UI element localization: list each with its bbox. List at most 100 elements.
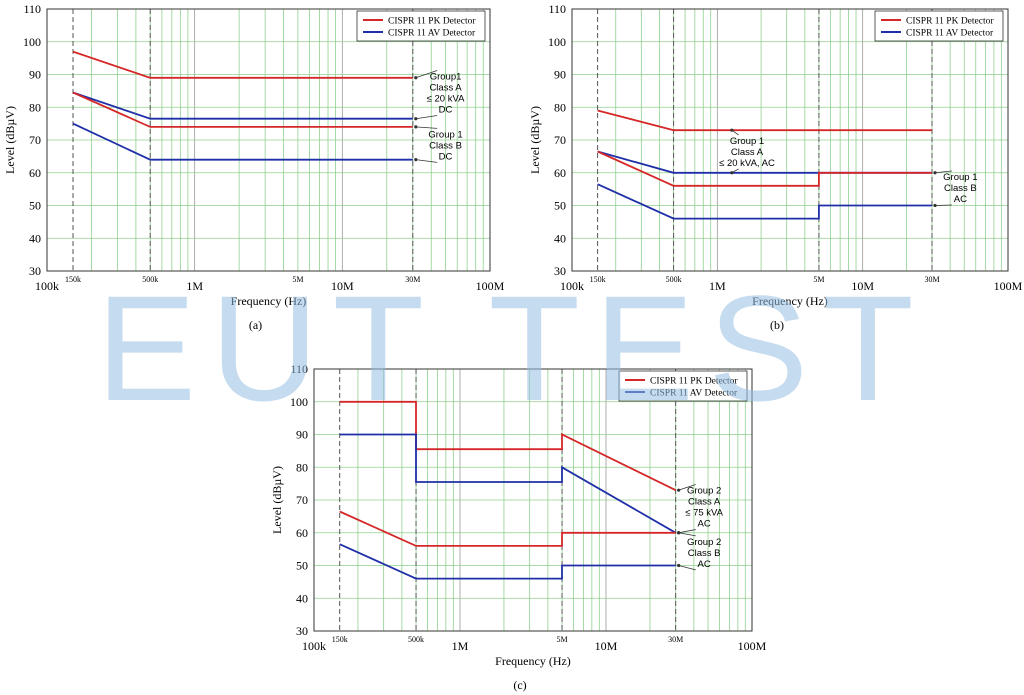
y-tick-label: 70	[296, 493, 308, 507]
plot-frame	[571, 8, 1009, 272]
annotation-text: Class B	[429, 140, 462, 151]
legend-label: CISPR 11 PK Detector	[906, 17, 994, 27]
annotation-arrowhead	[414, 76, 418, 80]
legend-label: CISPR 11 PK Detector	[388, 17, 476, 27]
annotation-text: Class A	[688, 497, 721, 508]
annotation-text: Group 1	[943, 172, 977, 183]
y-tick-label: 100	[23, 35, 41, 49]
legend-label: CISPR 11 AV Detector	[388, 29, 476, 39]
legend-label: CISPR 11 PK Detector	[650, 377, 738, 387]
series-line-av	[339, 543, 676, 580]
marker-label: 150k	[590, 275, 606, 284]
y-tick-label: 110	[23, 2, 41, 16]
annotation-arrowhead	[730, 171, 734, 175]
annotation-arrowhead	[933, 171, 937, 175]
y-tick-label: 70	[554, 133, 566, 147]
series-line-pk	[597, 150, 932, 187]
annotation-text: AC	[698, 519, 711, 530]
series-line-av	[72, 122, 413, 161]
x-axis-label: Frequency (Hz)	[752, 294, 828, 308]
annotation-text: Group1	[430, 72, 462, 83]
series-line-pk	[597, 109, 932, 132]
figure-caption: (b)	[770, 318, 784, 332]
annotation-arrow	[678, 565, 696, 571]
marker-label: 150k	[65, 275, 81, 284]
x-tick-label: 100M	[994, 279, 1023, 293]
legend	[356, 10, 486, 42]
marker-label: 150k	[332, 635, 348, 644]
chart-b: 30 40 50 60 70 80 90 100 110 100k 1M 10M 100M 150k 500…	[528, 2, 1023, 332]
annotation-text: AC	[954, 194, 967, 205]
plot-frame	[313, 368, 753, 632]
annotation-arrow	[415, 70, 438, 79]
legend-label: CISPR 11 AV Detector	[906, 29, 994, 39]
y-tick-label: 80	[296, 460, 308, 474]
annotation-text: ≤ 20 kVA	[427, 94, 465, 105]
marker-label: 5M	[292, 275, 303, 284]
y-tick-label: 110	[290, 362, 308, 376]
annotation-text: DC	[439, 105, 453, 116]
series-line-av	[339, 433, 677, 534]
y-tick-label: 40	[554, 231, 566, 245]
y-axis-label: Level (dBµV)	[3, 106, 17, 174]
chart-c: 30 40 50 60 70 80 90 100 110 100k 1M 10M 100M 150k 500…	[270, 362, 767, 692]
y-tick-label: 90	[29, 68, 41, 82]
series-line-av	[597, 183, 932, 220]
chart-a: 30 40 50 60 70 80 90 100 110 100k 1M 10M 100M 150k 500…	[3, 2, 505, 332]
series-line-pk	[72, 50, 413, 79]
y-tick-label: 60	[29, 166, 41, 180]
annotation-arrow	[934, 204, 952, 206]
x-tick-label: 100M	[476, 279, 505, 293]
x-tick-label: 100k	[35, 279, 59, 293]
x-axis-label: Frequency (Hz)	[231, 294, 307, 308]
legend	[874, 10, 1004, 42]
y-tick-label: 80	[29, 100, 41, 114]
y-tick-label: 30	[554, 264, 566, 278]
annotation-text: Group 1	[730, 136, 764, 147]
annotation-text: AC	[698, 559, 711, 570]
annotation-arrowhead	[677, 563, 681, 568]
y-axis-label: Level (dBµV)	[270, 466, 284, 534]
marker-label: 500k	[408, 635, 424, 644]
annotation-arrowhead	[414, 125, 418, 129]
marker-label: 500k	[142, 275, 158, 284]
annotation-arrowhead	[414, 158, 418, 162]
series-line-pk	[339, 400, 677, 492]
x-tick-label: 10M	[595, 639, 618, 653]
y-tick-label: 110	[548, 2, 566, 16]
x-tick-label: 10M	[331, 279, 354, 293]
annotation-arrowhead	[414, 117, 418, 121]
legend-label: CISPR 11 AV Detector	[650, 389, 738, 399]
figure-caption: (a)	[249, 318, 262, 332]
y-tick-label: 50	[296, 559, 308, 573]
x-tick-label: 1M	[186, 279, 203, 293]
x-tick-label: 100k	[560, 279, 584, 293]
y-tick-label: 40	[29, 231, 41, 245]
series-line-pk	[339, 510, 676, 547]
legend	[618, 370, 748, 402]
x-tick-label: 1M	[452, 639, 469, 653]
annotation-arrow	[678, 484, 696, 491]
y-tick-label: 90	[554, 68, 566, 82]
annotation-arrowhead	[730, 128, 734, 132]
y-tick-label: 40	[296, 591, 308, 605]
marker-label: 5M	[813, 275, 824, 284]
marker-label: 30M	[668, 635, 683, 644]
y-tick-label: 80	[554, 100, 566, 114]
marker-label: 30M	[924, 275, 939, 284]
y-tick-label: 60	[296, 526, 308, 540]
annotation-text: Class B	[688, 548, 721, 559]
annotation-text: Group 1	[428, 129, 462, 140]
annotation-text: ≤ 20 kVA, AC	[719, 158, 775, 169]
annotation-text: DC	[439, 151, 453, 162]
annotation-arrow	[415, 159, 438, 163]
annotation-text: ≤ 75 kVA	[685, 508, 723, 519]
y-axis-label: Level (dBµV)	[528, 106, 542, 174]
x-tick-label: 100M	[738, 639, 767, 653]
annotation-arrowhead	[677, 531, 681, 535]
annotation-arrow	[415, 126, 438, 129]
annotation-text: Class B	[944, 183, 977, 194]
annotation-arrow	[934, 170, 952, 174]
